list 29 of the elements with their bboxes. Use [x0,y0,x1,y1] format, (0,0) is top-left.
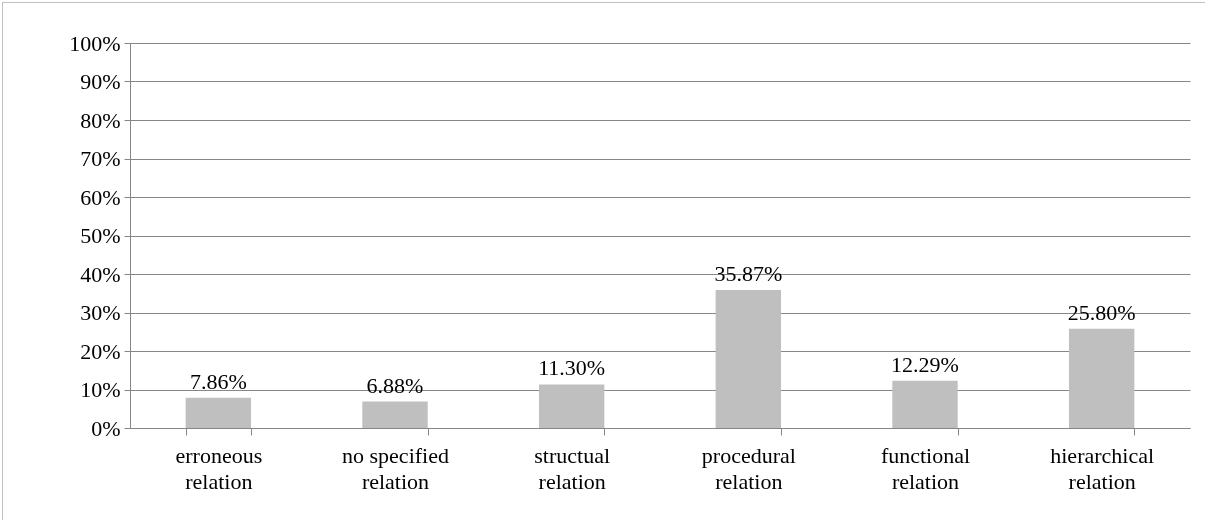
bar [185,397,252,428]
bar [362,401,428,428]
data-label: 7.86% [189,368,247,394]
y-tick-label: 80% [80,107,121,133]
x-tick-label: procedural relation [701,442,796,494]
data-label: 11.30% [538,355,606,381]
x-tick-label: functional relation [880,442,971,494]
y-tick-label: 40% [80,261,121,287]
x-tick-label: hierarchical relation [1050,442,1155,494]
y-tick-label: 10% [80,377,121,402]
data-label: 35.87% [714,260,783,286]
y-tick-label: 20% [80,338,121,364]
x-tick-label: structual relation [534,442,611,494]
y-tick-label: 100% [69,30,121,56]
y-tick-label: 60% [80,184,121,210]
bar [715,289,782,428]
x-tick-label: no specified relation [342,442,449,494]
x-tick-label: erroneous relation [175,442,263,494]
data-label: 25.80% [1067,299,1136,325]
bar [892,380,958,428]
y-tick-label: 30% [80,300,121,325]
data-label: 12.29% [891,351,959,377]
data-label: 6.88% [366,372,424,398]
bar [538,384,605,428]
y-tick-label: 50% [80,223,121,248]
y-tick-label: 70% [80,146,121,171]
y-tick-label: 0% [91,415,121,441]
y-tick-label: 90% [80,69,121,94]
bar [1068,328,1135,428]
